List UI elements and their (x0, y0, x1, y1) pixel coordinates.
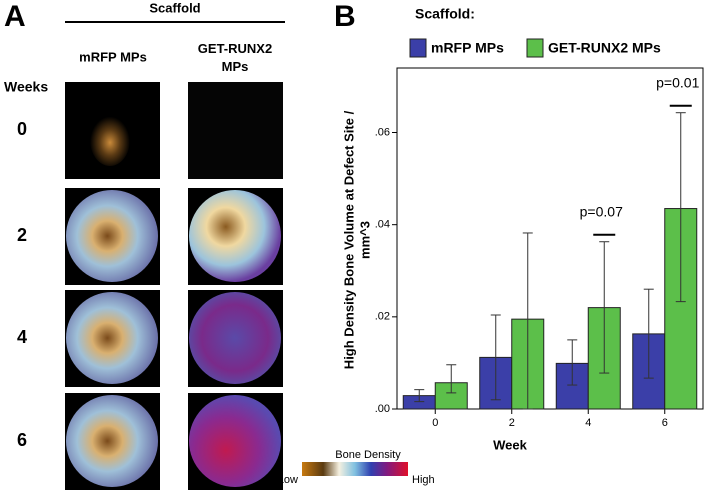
panel-label: A (4, 0, 26, 33)
ct-image (189, 395, 281, 487)
ct-image (66, 190, 158, 282)
column-label: GET-RUNX2 MPs (198, 41, 272, 74)
annotation: p=0.01 (656, 74, 699, 90)
y-tick-label: .06 (375, 126, 390, 138)
annotation: p=0.07 (580, 203, 623, 219)
legend-swatch (409, 38, 427, 58)
x-tick-label: 6 (662, 417, 668, 429)
y-tick-label: .04 (375, 219, 390, 231)
ct-image (189, 292, 281, 384)
row-label: 6 (17, 430, 27, 450)
row-label: 2 (17, 225, 27, 245)
y-tick-label: .02 (375, 311, 390, 323)
column-header: Scaffold (149, 0, 200, 15)
colorbar (302, 462, 408, 476)
y-tick-label: .00 (375, 403, 390, 415)
legend-swatch (526, 38, 544, 58)
colorbar-high: High (412, 474, 435, 486)
row-label: 4 (17, 327, 27, 347)
colorbar-title: Bone Density (335, 449, 401, 461)
y-axis-label: High Density Bone Volume at Defect Site … (341, 110, 356, 369)
column-label-line: GET-RUNX2 (198, 41, 272, 56)
x-tick-label: 4 (585, 417, 591, 429)
x-axis-label: Week (493, 437, 527, 452)
legend-title: Scaffold: (415, 6, 475, 22)
row-label: 0 (17, 119, 27, 139)
ct-image (189, 190, 281, 282)
x-tick-label: 2 (509, 417, 515, 429)
column-label-line: MPs (222, 59, 249, 74)
legend-label: GET-RUNX2 MPs (548, 40, 661, 56)
ct-image (66, 292, 158, 384)
colorbar-low: Low (278, 474, 298, 486)
plot-frame (396, 67, 704, 410)
y-axis-label: mm^3 (357, 221, 372, 259)
ct-image (90, 114, 130, 166)
legend-label: mRFP MPs (431, 40, 504, 56)
ct-image (188, 82, 283, 179)
panel-label: B (334, 0, 356, 33)
column-label: mRFP MPs (79, 49, 147, 64)
panel-a: A Scaffold mRFP MPs Weeks Bone Density L… (4, 0, 435, 490)
x-tick-label: 0 (432, 417, 438, 429)
ct-image (66, 395, 158, 487)
row-header: Weeks (4, 79, 48, 95)
